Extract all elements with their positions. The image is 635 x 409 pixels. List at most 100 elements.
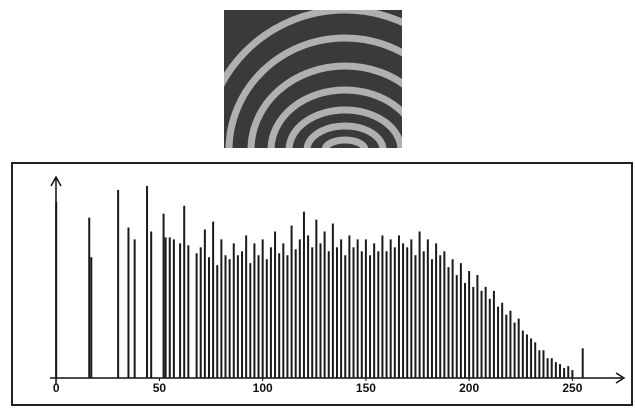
bar [476, 275, 479, 378]
bar [571, 370, 574, 378]
bar [150, 231, 153, 378]
bar [253, 243, 256, 378]
bar [168, 237, 171, 378]
bar [422, 251, 425, 378]
bar [464, 282, 467, 378]
bar [241, 251, 244, 378]
bar [249, 263, 252, 378]
bar [373, 243, 376, 378]
bar [509, 310, 512, 378]
bar [302, 211, 305, 378]
bar [286, 255, 289, 378]
bar [497, 306, 500, 378]
bar [55, 201, 58, 378]
bar [162, 213, 165, 378]
bar [356, 239, 359, 378]
bar [546, 358, 549, 378]
bar [199, 247, 202, 378]
bar [261, 239, 264, 378]
bar [480, 290, 483, 378]
bar [558, 364, 561, 378]
bar [352, 247, 355, 378]
bar [90, 257, 93, 378]
bar [344, 255, 347, 378]
x-tick-label: 100 [253, 381, 273, 395]
x-axis-arrow [615, 372, 626, 384]
bar [435, 243, 438, 378]
bar [236, 255, 239, 378]
bar [385, 251, 388, 378]
bar [348, 235, 351, 378]
bar [269, 247, 272, 378]
bar [307, 235, 310, 378]
bar [323, 231, 326, 378]
bar [418, 231, 421, 378]
bar [517, 318, 520, 378]
bar [505, 314, 508, 378]
bar [127, 227, 130, 378]
bar [567, 366, 570, 378]
bar [538, 350, 541, 378]
x-tick-label: 0 [53, 381, 60, 395]
bar [389, 239, 392, 378]
bar [327, 251, 330, 378]
bar [554, 362, 557, 378]
bar [278, 253, 281, 378]
bar [360, 251, 363, 378]
bar [534, 342, 537, 378]
bar [220, 239, 223, 378]
bar [117, 189, 120, 378]
y-axis-arrow [50, 175, 62, 187]
bar [513, 322, 516, 378]
bar [311, 247, 314, 378]
bar [336, 247, 338, 378]
bar [212, 221, 215, 378]
bar [172, 239, 175, 378]
bar [203, 229, 206, 378]
bar [488, 298, 491, 378]
bar [216, 265, 219, 378]
bar [542, 350, 545, 378]
x-tick-label: 150 [356, 381, 376, 395]
bar [369, 255, 372, 378]
bar [550, 358, 553, 378]
bar [447, 267, 450, 378]
bar [364, 239, 367, 378]
bar [501, 302, 504, 378]
bar [294, 249, 297, 378]
bar [377, 251, 380, 378]
bar [525, 334, 528, 378]
bar [224, 255, 227, 378]
bar [183, 205, 186, 378]
bar [393, 247, 396, 378]
bar [228, 259, 231, 378]
bar [530, 338, 533, 378]
bar [290, 225, 293, 378]
bar [414, 255, 417, 378]
bar [146, 185, 149, 378]
bar [581, 348, 584, 378]
bar [468, 271, 471, 378]
bar [521, 330, 524, 378]
bar [455, 275, 458, 378]
bar [472, 286, 475, 378]
bar [88, 217, 91, 378]
bar [257, 255, 260, 378]
bar [410, 239, 413, 378]
bar [426, 239, 429, 378]
bar [439, 255, 442, 378]
bar [397, 235, 400, 378]
bar [492, 290, 495, 378]
plot-frame [11, 162, 633, 406]
bar [430, 259, 433, 378]
bar [381, 235, 384, 378]
bar [187, 245, 190, 378]
bar [451, 259, 454, 378]
bar [133, 239, 136, 378]
x-tick-label: 50 [153, 381, 167, 395]
bar [298, 239, 301, 378]
fringe-image [224, 10, 402, 148]
bar [232, 243, 235, 378]
